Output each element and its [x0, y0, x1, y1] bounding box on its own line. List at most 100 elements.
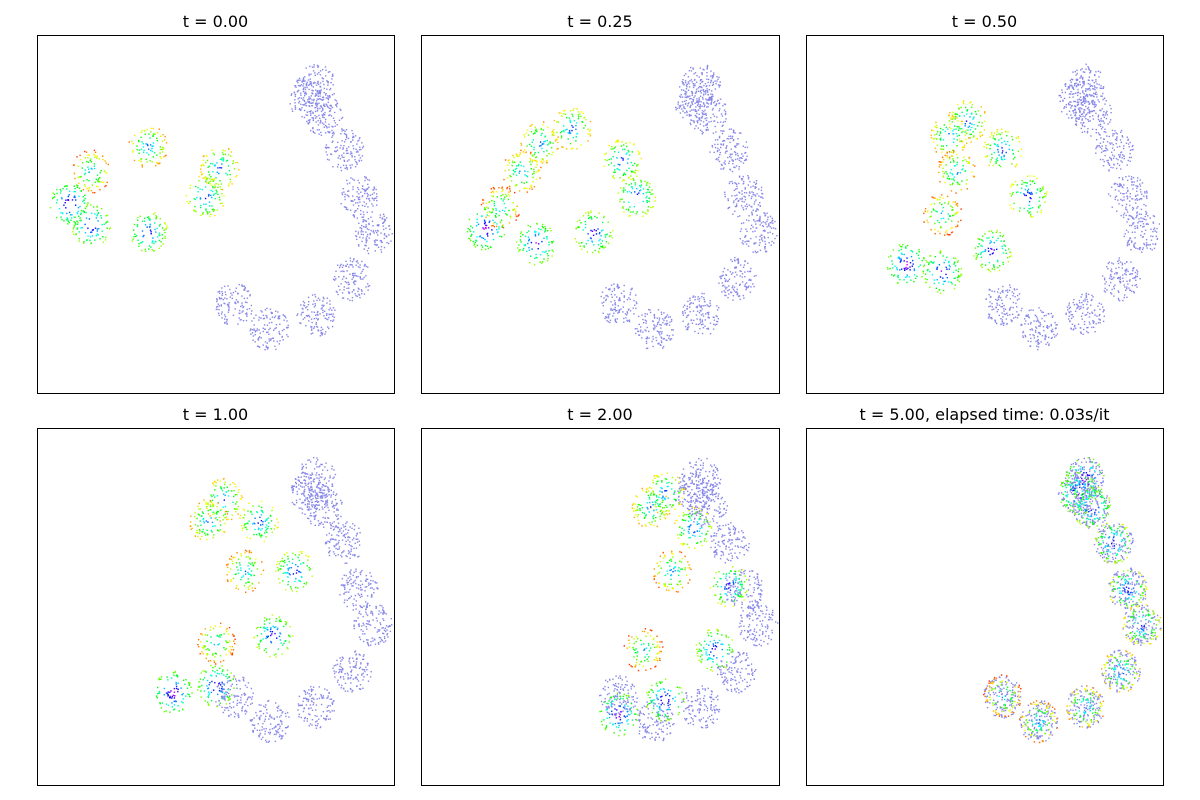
target-point: [705, 114, 707, 116]
target-point: [745, 192, 748, 194]
target-point: [226, 318, 228, 321]
target-point: [311, 117, 313, 119]
source-point: [530, 131, 533, 133]
target-point: [311, 99, 313, 101]
target-point: [1130, 249, 1132, 251]
source-point: [560, 137, 563, 139]
target-point: [694, 127, 696, 130]
target-point: [1137, 205, 1139, 208]
target-point: [1124, 294, 1126, 296]
source-point: [514, 185, 517, 187]
target-point: [740, 178, 743, 180]
target-point: [719, 121, 722, 123]
source-point: [593, 244, 595, 246]
source-point: [632, 177, 634, 180]
target-point: [1073, 93, 1075, 95]
source-point: [630, 211, 632, 213]
target-point: [365, 286, 367, 288]
target-point: [686, 114, 688, 116]
target-point: [352, 276, 354, 279]
source-point: [91, 168, 93, 170]
source-point: [495, 209, 497, 211]
target-point: [1131, 284, 1134, 287]
target-point: [1119, 280, 1121, 282]
source-point: [531, 188, 533, 190]
target-point: [383, 234, 386, 236]
source-point: [566, 128, 568, 131]
source-point: [642, 200, 644, 203]
source-point: [630, 175, 632, 177]
source-point: [156, 139, 159, 142]
target-point: [1093, 110, 1096, 112]
source-point: [546, 139, 548, 142]
target-point: [304, 76, 306, 78]
target-point: [1087, 112, 1089, 114]
target-point: [1083, 323, 1086, 326]
target-point: [1040, 309, 1042, 312]
target-point: [762, 197, 764, 199]
target-point: [252, 335, 255, 337]
target-point: [359, 157, 362, 159]
source-point: [638, 185, 641, 187]
target-point: [745, 141, 748, 143]
target-point: [1066, 88, 1068, 90]
source-point: [143, 149, 145, 152]
target-point: [755, 274, 757, 277]
target-point: [1044, 338, 1046, 341]
target-point: [331, 78, 333, 80]
target-point: [993, 308, 995, 310]
target-point: [379, 214, 381, 216]
target-point: [336, 149, 339, 151]
target-point: [712, 316, 714, 318]
target-point: [1123, 184, 1125, 186]
target-point: [308, 301, 310, 303]
source-point: [149, 229, 152, 231]
target-point: [1119, 154, 1122, 156]
source-point: [93, 167, 96, 170]
source-point: [222, 159, 225, 161]
source-point: [135, 234, 138, 237]
target-point: [328, 316, 330, 319]
source-point: [221, 188, 224, 191]
target-point: [256, 328, 259, 330]
target-point: [339, 147, 341, 149]
target-point: [1087, 88, 1089, 91]
target-point: [1015, 302, 1017, 305]
target-point: [703, 111, 705, 113]
target-point: [645, 340, 648, 343]
target-point: [371, 211, 373, 213]
target-point: [361, 195, 364, 198]
target-point: [224, 314, 226, 316]
source-point: [617, 168, 619, 171]
target-point: [1140, 213, 1142, 215]
source-point: [498, 214, 500, 217]
target-point: [741, 179, 743, 181]
source-point: [573, 119, 576, 122]
source-point: [229, 173, 231, 176]
source-point: [154, 133, 156, 135]
target-point: [690, 119, 692, 121]
target-point: [698, 97, 700, 99]
target-point: [707, 106, 709, 108]
target-point: [1102, 87, 1105, 89]
source-point: [539, 254, 542, 256]
target-point: [1140, 217, 1142, 219]
target-point: [1126, 196, 1129, 198]
source-point: [164, 237, 166, 240]
target-point: [1132, 184, 1135, 186]
target-point: [1141, 251, 1143, 253]
target-point: [1154, 230, 1156, 232]
target-point: [669, 338, 671, 340]
target-point: [771, 240, 773, 243]
target-point: [275, 310, 277, 312]
source-point: [650, 206, 652, 209]
target-point: [1129, 215, 1131, 217]
panel-2: t = 0.25: [421, 12, 780, 394]
target-point: [304, 92, 306, 95]
target-point: [606, 319, 608, 322]
source-point: [204, 197, 207, 200]
target-point: [1112, 167, 1114, 169]
source-point: [205, 161, 207, 164]
target-point: [716, 76, 718, 78]
target-point: [694, 330, 696, 333]
